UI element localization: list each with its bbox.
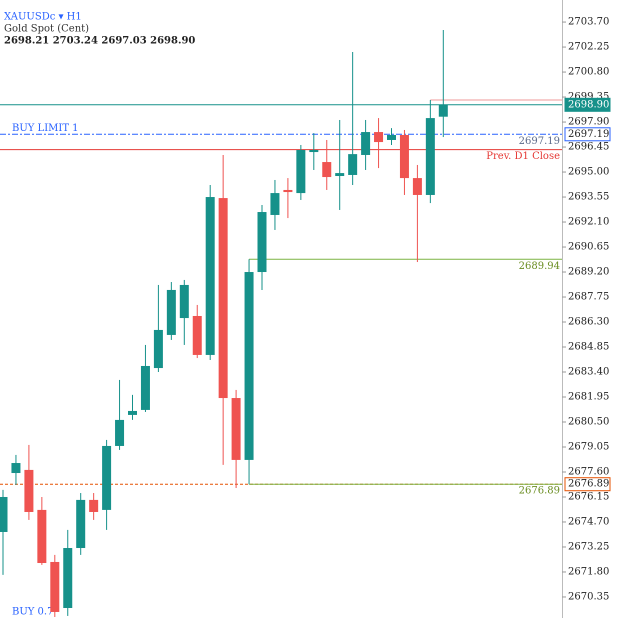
y-tick-label: 2690.65 bbox=[568, 242, 609, 253]
candle-body bbox=[296, 149, 306, 194]
candle-body bbox=[335, 173, 345, 177]
candle-body bbox=[205, 197, 215, 355]
candle-body bbox=[89, 499, 99, 512]
candle-body bbox=[192, 315, 202, 355]
y-tick-label: 2679.05 bbox=[568, 441, 609, 452]
candle-body bbox=[399, 134, 409, 179]
candle-body bbox=[257, 212, 267, 273]
y-tick-label: 2699.35 bbox=[568, 92, 609, 103]
y-tick-label: 2697.90 bbox=[568, 117, 609, 128]
y-tick-label: 2693.55 bbox=[568, 192, 609, 203]
candle-body bbox=[102, 445, 112, 510]
candle-body bbox=[283, 189, 293, 193]
price-box bbox=[564, 97, 611, 112]
y-tick-label: 2702.25 bbox=[568, 42, 609, 53]
candle-body bbox=[63, 548, 73, 609]
y-tick-label: 2681.95 bbox=[568, 392, 609, 403]
candle-body bbox=[374, 132, 384, 143]
candle-body bbox=[76, 499, 86, 549]
candle-body bbox=[179, 284, 189, 319]
candle-body bbox=[115, 419, 125, 446]
y-tick-label: 2671.80 bbox=[568, 566, 609, 577]
ohlc-legend: 2698.21 2703.24 2697.03 2698.90 bbox=[4, 36, 195, 47]
candle-body bbox=[50, 561, 60, 612]
candle-body bbox=[231, 398, 241, 460]
y-tick-label: 2689.20 bbox=[568, 267, 609, 278]
candle-body bbox=[128, 410, 137, 415]
candle-body bbox=[387, 134, 396, 140]
candle-body bbox=[140, 365, 150, 410]
y-tick-label: 2673.25 bbox=[568, 541, 609, 552]
chart-subtitle: Gold Spot (Cent) bbox=[4, 24, 89, 35]
y-tick-label: 2677.60 bbox=[568, 466, 609, 477]
y-tick-label: 2683.40 bbox=[568, 367, 609, 378]
candle-body bbox=[0, 496, 8, 532]
candle-body bbox=[11, 463, 21, 474]
candle-body bbox=[361, 132, 371, 155]
y-tick-label: 2687.75 bbox=[568, 292, 609, 303]
y-tick-label: 2695.00 bbox=[568, 167, 609, 178]
chart-title: XAUUSDc ▾ H1 bbox=[4, 12, 82, 23]
candle-body bbox=[309, 149, 319, 153]
y-tick-label: 2676.15 bbox=[568, 491, 609, 502]
y-tick-label: 2686.30 bbox=[568, 317, 609, 328]
candle-body bbox=[153, 329, 163, 369]
y-tick-label: 2700.80 bbox=[568, 67, 609, 78]
level-tag: 2676.89 bbox=[519, 486, 560, 497]
level-name: Prev. D1 Close bbox=[486, 151, 560, 162]
price-box bbox=[564, 127, 611, 142]
y-tick-label: 2674.70 bbox=[568, 516, 609, 527]
position-label: BUY 0.7 bbox=[12, 607, 53, 618]
price-box-label: 2698.90 bbox=[568, 99, 609, 110]
price-box bbox=[564, 477, 611, 492]
level-tag: 2689.94 bbox=[519, 261, 560, 272]
y-tick-label: 2696.45 bbox=[568, 142, 609, 153]
y-tick-label: 2703.70 bbox=[568, 17, 609, 28]
level-name: BUY LIMIT 1 bbox=[12, 123, 79, 134]
candle-body bbox=[37, 509, 47, 564]
candle-body bbox=[348, 154, 358, 175]
y-tick-label: 2692.10 bbox=[568, 217, 609, 228]
candle-body bbox=[412, 178, 422, 195]
price-box-label: 2676.89 bbox=[568, 479, 609, 490]
y-tick-label: 2684.85 bbox=[568, 342, 609, 353]
level-tag: 2697.19 bbox=[519, 136, 560, 147]
candle-body bbox=[24, 469, 34, 512]
candle-body bbox=[322, 162, 332, 178]
candle-body bbox=[425, 118, 435, 195]
candle-body bbox=[438, 104, 448, 117]
candle-body bbox=[166, 289, 176, 335]
price-box-label: 2697.19 bbox=[568, 129, 609, 140]
candle-body bbox=[244, 272, 254, 460]
y-tick-label: 2670.35 bbox=[568, 591, 609, 602]
candle-body bbox=[218, 198, 228, 399]
y-tick-label: 2680.50 bbox=[568, 416, 609, 427]
candle-body bbox=[270, 193, 280, 215]
